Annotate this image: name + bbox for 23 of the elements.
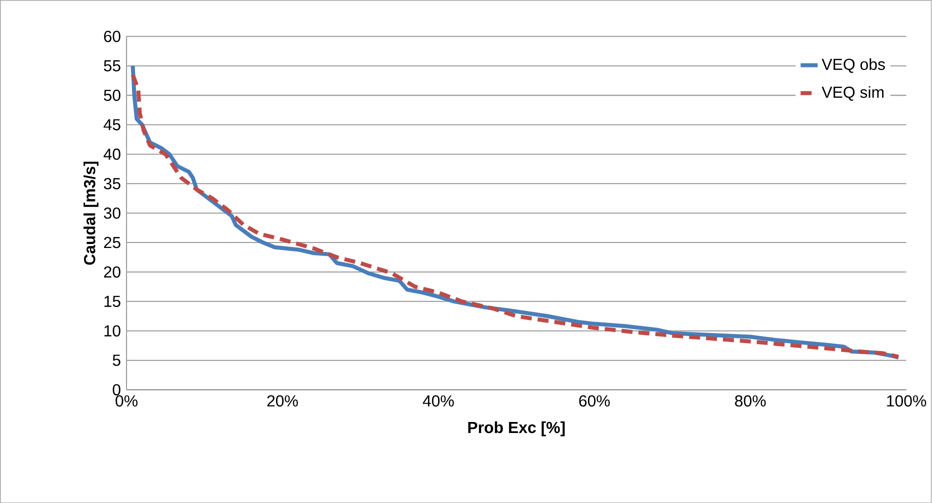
y-tick-label: 50 bbox=[104, 90, 120, 101]
x-tick-label: 0% bbox=[116, 395, 138, 406]
x-tick-label: 100% bbox=[887, 395, 926, 406]
y-tick-label: 30 bbox=[104, 207, 120, 219]
legend-label: VEQ obs bbox=[822, 58, 885, 73]
x-tick-label: 40% bbox=[422, 395, 454, 406]
y-tick-label: 45 bbox=[104, 119, 120, 130]
y-tick-label: 40 bbox=[104, 148, 120, 160]
y-tick-label: 20 bbox=[104, 266, 120, 278]
y-tick-label: 0 bbox=[112, 384, 120, 396]
y-tick-label: 10 bbox=[104, 325, 120, 336]
legend-label: VEQ sim bbox=[822, 86, 884, 101]
y-tick-label: 5 bbox=[112, 354, 120, 366]
x-tick-label: 60% bbox=[579, 395, 610, 406]
y-tick-label: 35 bbox=[104, 178, 120, 190]
y-tick-label: 60 bbox=[104, 30, 120, 42]
x-axis-title: Prob Exc [%] bbox=[468, 421, 565, 436]
x-tick-label: 20% bbox=[267, 395, 298, 406]
x-tick-label: 80% bbox=[735, 395, 766, 406]
y-tick-label: 15 bbox=[104, 296, 120, 307]
y-tick-label: 55 bbox=[104, 60, 120, 72]
y-tick-label: 25 bbox=[104, 236, 120, 248]
y-axis-title: Caudal [m3/s] bbox=[84, 162, 98, 265]
